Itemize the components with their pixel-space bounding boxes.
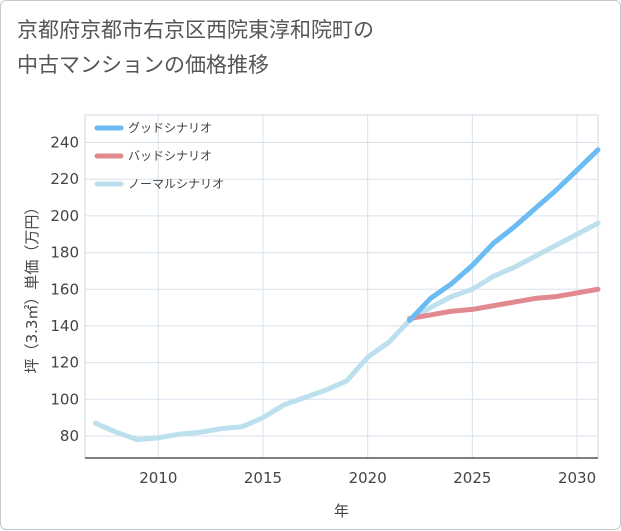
y-tick-label: 120: [50, 354, 79, 372]
y-tick-label: 240: [50, 134, 79, 152]
x-tick-label: 2025: [453, 469, 491, 487]
series-line-2: [407, 286, 601, 322]
x-tick-label: 2010: [139, 469, 177, 487]
y-tick-label: 140: [50, 317, 79, 335]
series-line-1: [407, 147, 601, 323]
y-tick-label: 220: [50, 170, 79, 188]
x-axis-title: 年: [334, 502, 349, 520]
y-tick-label: 100: [50, 390, 79, 408]
y-tick-label: 80: [60, 427, 79, 445]
y-axis-title: 坪（3.3㎡）単価（万円）: [23, 200, 41, 374]
legend-label: バッドシナリオ: [128, 149, 212, 163]
y-tick-label: 180: [50, 244, 79, 262]
x-tick-label: 2020: [349, 469, 387, 487]
x-tick-label: 2030: [558, 469, 596, 487]
legend-label: ノーマルシナリオ: [128, 177, 224, 191]
x-tick-label: 2015: [244, 469, 282, 487]
y-tick-label: 200: [50, 207, 79, 225]
legend-label: グッドシナリオ: [128, 121, 212, 135]
series-line-3: [92, 220, 601, 443]
chart-title: 京都府京都市右京区西院東淳和院町の 中古マンションの価格推移: [17, 18, 374, 77]
plot-area: [84, 114, 599, 459]
y-tick-label: 160: [50, 280, 79, 298]
